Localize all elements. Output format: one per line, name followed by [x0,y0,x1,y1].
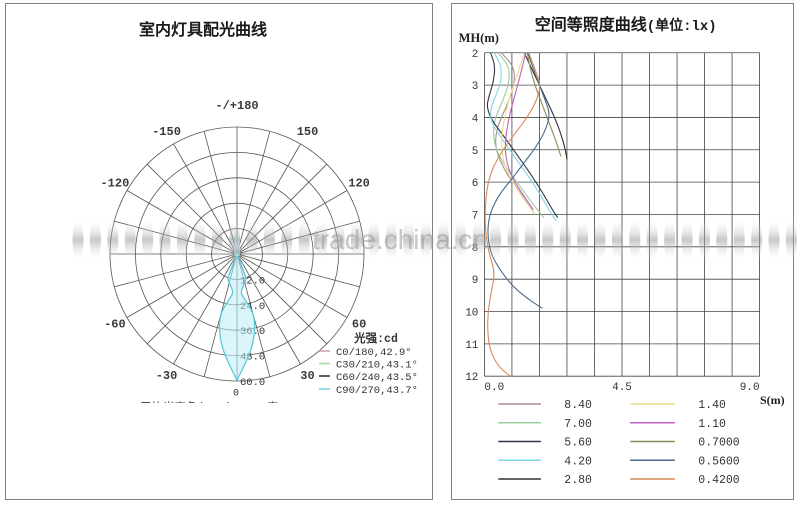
svg-text:C60/240,43.5°: C60/240,43.5° [336,372,418,384]
svg-text:4: 4 [472,113,479,125]
svg-text:MH(m): MH(m) [459,31,499,45]
svg-text:1.10: 1.10 [698,418,726,431]
svg-text:9.0: 9.0 [740,382,760,394]
svg-text:60: 60 [352,318,366,332]
svg-text:2.80: 2.80 [564,474,592,487]
svg-text:150: 150 [297,125,319,139]
svg-text:5: 5 [472,146,479,158]
svg-text:7.00: 7.00 [564,418,592,431]
svg-text:1.40: 1.40 [698,399,726,412]
svg-text:-150: -150 [152,125,181,139]
svg-text:8: 8 [472,243,479,255]
svg-text:30: 30 [300,369,314,383]
svg-text:4.20: 4.20 [564,455,592,468]
svg-text:光强:cd: 光强:cd [353,331,398,346]
svg-text:-30: -30 [156,369,178,383]
svg-text:4.5: 4.5 [612,382,632,394]
svg-text:11: 11 [465,340,479,352]
svg-text:0.4200: 0.4200 [698,474,740,487]
svg-text:C30/210,43.1°: C30/210,43.1° [336,360,418,372]
svg-text:3: 3 [472,81,479,93]
svg-text:-60: -60 [104,318,126,332]
svg-text:8.40: 8.40 [564,399,592,412]
svg-text:5.60: 5.60 [564,437,592,450]
svg-text:6: 6 [472,178,479,190]
svg-text:0.7000: 0.7000 [698,437,740,450]
svg-text:平均光束角(50%):43.3度: 平均光束角(50%):43.3度 [140,400,279,403]
svg-text:12: 12 [465,372,478,384]
svg-text:S(m): S(m) [760,393,785,407]
svg-text:0: 0 [233,389,239,400]
svg-text:120: 120 [348,177,370,191]
svg-text:10: 10 [465,308,478,320]
svg-text:7: 7 [472,210,479,222]
svg-text:9: 9 [472,275,479,287]
svg-text:-/+180: -/+180 [215,99,258,113]
svg-text:2: 2 [472,49,479,61]
svg-text:-120: -120 [100,177,129,191]
svg-text:0.5600: 0.5600 [698,455,740,468]
svg-text:0.0: 0.0 [484,382,504,394]
svg-text:60.0: 60.0 [240,377,265,389]
svg-text:C0/180,42.9°: C0/180,42.9° [336,347,412,359]
svg-text:空间等照度曲线(单位:lx): 空间等照度曲线(单位:lx) [535,15,717,35]
svg-text:C90/270,43.7°: C90/270,43.7° [336,385,418,397]
